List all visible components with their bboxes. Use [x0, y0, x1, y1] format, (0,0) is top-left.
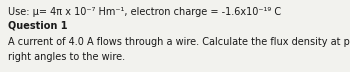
Text: Use: μ= 4π x 10⁻⁷ Hm⁻¹, electron charge = -1.6x10⁻¹⁹ C: Use: μ= 4π x 10⁻⁷ Hm⁻¹, electron charge …: [8, 7, 281, 17]
Text: Question 1: Question 1: [8, 21, 68, 31]
Text: A current of 4.0 A flows through a wire. Calculate the flux density at point 10 : A current of 4.0 A flows through a wire.…: [8, 37, 350, 47]
Text: right angles to the wire.: right angles to the wire.: [8, 52, 125, 62]
